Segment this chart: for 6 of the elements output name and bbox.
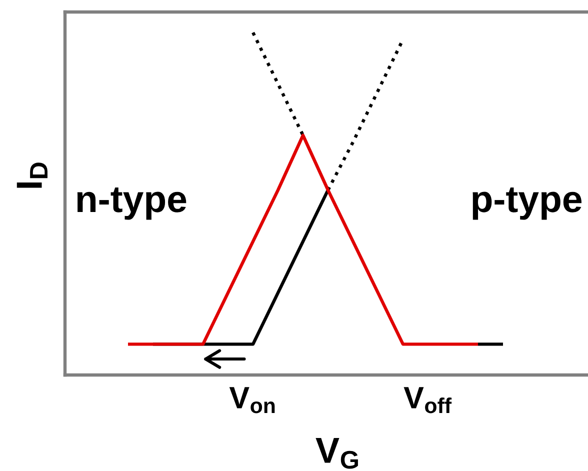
annotation: n-type (77, 188, 186, 220)
annotation: p-type (472, 188, 582, 220)
y-axis-title: I$_{D}$ (16, 162, 48, 188)
x-tick-label: V$_{off}$ (404, 387, 452, 414)
x-axis-title: V$_{G}$ (316, 438, 358, 469)
x-tick-label: V$_{on}$ (229, 387, 275, 414)
